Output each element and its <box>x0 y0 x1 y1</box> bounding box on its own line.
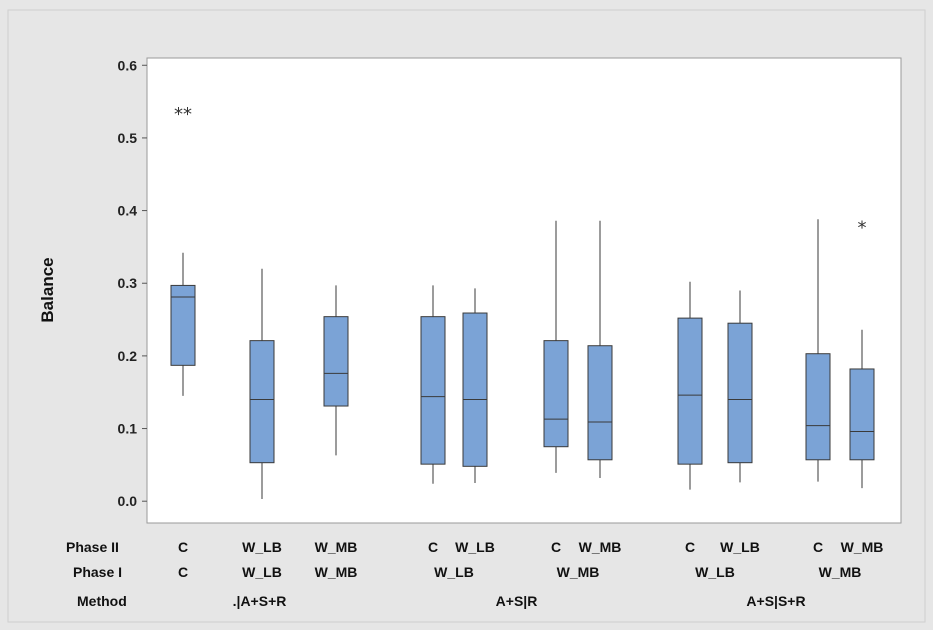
interquartile-box <box>323 316 349 407</box>
box-1: * * <box>170 104 196 396</box>
row-title-method: Method <box>77 593 127 609</box>
y-tick-label: 0.3 <box>118 275 138 291</box>
interquartile-box <box>805 353 831 461</box>
phase1-label: W_LB <box>695 564 735 580</box>
box-11: * <box>849 218 875 489</box>
phase2-label: C <box>178 539 188 555</box>
outlier-marker: * <box>183 104 192 125</box>
phase1-label: C <box>178 564 188 580</box>
phase1-label: W_LB <box>242 564 282 580</box>
box-5 <box>462 288 488 484</box>
phase2-label: W_LB <box>455 539 495 555</box>
interquartile-box <box>677 317 703 465</box>
box-10 <box>805 219 831 482</box>
outlier-marker: * <box>858 218 867 239</box>
interquartile-box <box>170 284 196 366</box>
interquartile-box <box>420 316 446 465</box>
box-7 <box>587 220 613 478</box>
box-8 <box>677 281 703 490</box>
y-tick-label: 0.4 <box>118 203 138 219</box>
category-labels: C W_LB W_MB C W_LB C W_MB C W_LB C W_MBC W_LB W_MB W_… <box>178 539 883 609</box>
y-tick-label: 0.0 <box>118 493 138 509</box>
interquartile-box <box>849 368 875 461</box>
method-label: A+S|S+R <box>746 593 805 609</box>
phase2-label: C <box>685 539 695 555</box>
box-6 <box>543 220 569 473</box>
y-axis: 0.0 0.1 0.2 0.3 0.4 0.5 0.6 <box>118 57 147 509</box>
phase1-label: W_MB <box>819 564 862 580</box>
phase2-label: C <box>428 539 438 555</box>
phase2-label: W_MB <box>841 539 884 555</box>
box-4 <box>420 285 446 484</box>
phase1-label: W_LB <box>434 564 474 580</box>
phase2-label: C <box>813 539 823 555</box>
phase1-label: W_MB <box>315 564 358 580</box>
row-title-phase1: Phase I <box>73 564 122 580</box>
box-layer: * ** <box>170 104 875 500</box>
phase2-label: W_MB <box>315 539 358 555</box>
method-label: .|A+S+R <box>233 593 287 609</box>
phase2-label: W_LB <box>720 539 760 555</box>
row-title-phase2: Phase II <box>66 539 119 555</box>
box-2 <box>249 268 275 500</box>
y-tick-label: 0.6 <box>118 57 138 73</box>
y-axis-label: Balance <box>38 257 57 322</box>
phase2-label: W_LB <box>242 539 282 555</box>
outlier-marker: * <box>174 104 183 125</box>
interquartile-box <box>543 340 569 448</box>
y-tick-label: 0.5 <box>118 130 138 146</box>
interquartile-box <box>249 340 275 464</box>
interquartile-box <box>587 345 613 461</box>
phase2-label: W_MB <box>579 539 622 555</box>
phase1-label: W_MB <box>557 564 600 580</box>
y-tick-label: 0.2 <box>118 348 138 364</box>
method-label: A+S|R <box>496 593 538 609</box>
phase2-label: C <box>551 539 561 555</box>
box-3 <box>323 285 349 456</box>
interquartile-box <box>727 322 753 464</box>
y-tick-label: 0.1 <box>118 421 138 437</box>
interquartile-box <box>462 312 488 467</box>
box-9 <box>727 290 753 483</box>
